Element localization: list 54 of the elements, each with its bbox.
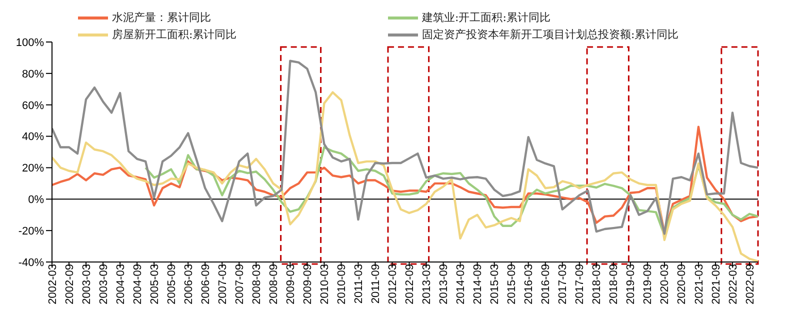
- x-tick-label: 2020-09: [676, 264, 688, 304]
- y-tick-label: 20%: [22, 162, 44, 175]
- x-tick-label: 2011-09: [370, 264, 382, 304]
- x-tick-label: 2005-03: [148, 264, 161, 304]
- x-tick-label: 2015-03: [489, 264, 502, 304]
- x-tick-label: 2003-09: [98, 264, 110, 304]
- x-tick-label: 2022-09: [744, 264, 756, 304]
- x-tick-label: 2006-09: [200, 264, 212, 304]
- y-tick-label: 100%: [16, 36, 44, 49]
- legend-label: 建筑业:开工面积:累计同比: [422, 10, 550, 25]
- x-tick-label: 2008-09: [268, 264, 280, 304]
- x-tick-label: 2011-03: [353, 264, 366, 304]
- x-tick-label: 2002-09: [64, 264, 76, 304]
- x-tick-label: 2016-09: [540, 264, 552, 304]
- x-tick-label: 2017-03: [557, 264, 570, 304]
- x-tick-label: 2012-03: [387, 264, 400, 304]
- legend-label: 水泥产量：累计同比: [112, 10, 211, 25]
- legend-label: 房屋新开工面积:累计同比: [112, 27, 237, 42]
- x-tick-label: 2014-03: [455, 264, 468, 304]
- y-tick-label: 0%: [28, 194, 44, 206]
- x-tick-label: 2013-03: [421, 264, 434, 304]
- y-tick-label: -40%: [18, 256, 44, 269]
- x-tick-label: 2014-09: [472, 264, 484, 304]
- x-tick-label: 2020-03: [659, 264, 672, 304]
- x-tick-label: 2008-03: [250, 264, 263, 304]
- x-tick-label: 2017-09: [574, 264, 586, 304]
- legend-label: 固定资产投资本年新开工项目计划总投资额:累计同比: [422, 27, 679, 42]
- x-tick-label: 2012-09: [404, 264, 416, 304]
- x-tick-label: 2013-09: [438, 264, 450, 304]
- x-tick-label: 2002-03: [46, 264, 59, 304]
- x-tick-label: 2006-03: [182, 264, 195, 304]
- x-tick-label: 2021-03: [693, 264, 706, 304]
- x-tick-label: 2019-09: [642, 264, 654, 304]
- x-tick-label: 2016-03: [523, 264, 536, 304]
- x-tick-label: 2009-09: [302, 264, 314, 304]
- y-tick-label: 60%: [22, 100, 44, 112]
- x-tick-label: 2004-03: [114, 264, 127, 304]
- x-tick-label: 2018-09: [608, 264, 620, 304]
- x-tick-label: 2018-03: [591, 264, 604, 304]
- x-tick-label: 2019-03: [625, 264, 638, 304]
- y-tick-label: 40%: [22, 131, 44, 144]
- y-tick-label: -20%: [18, 225, 44, 238]
- x-tick-label: 2022-03: [727, 264, 740, 304]
- x-tick-label: 2015-09: [506, 264, 518, 304]
- y-tick-label: 80%: [22, 68, 44, 80]
- x-tick-label: 2010-03: [319, 264, 332, 304]
- x-tick-label: 2003-03: [80, 264, 93, 304]
- x-tick-label: 2005-09: [166, 264, 178, 304]
- x-tick-label: 2007-09: [234, 264, 246, 304]
- x-tick-label: 2004-09: [132, 264, 144, 304]
- x-tick-label: 2007-03: [216, 264, 229, 304]
- x-tick-label: 2010-09: [336, 264, 348, 304]
- x-tick-label: 2009-03: [284, 264, 297, 304]
- x-tick-label: 2021-09: [710, 264, 722, 304]
